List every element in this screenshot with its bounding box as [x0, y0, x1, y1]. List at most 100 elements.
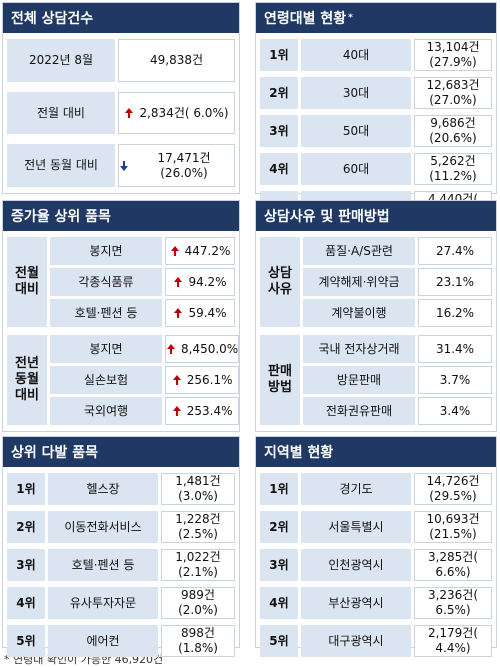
table-row: 3위 호텔·펜션 등 1,022건(2.1%)	[7, 549, 235, 581]
panel-body: 1위 경기도 14,726건(29.5%) 2위 서울특별시 10,693건(21.5%)…	[256, 467, 496, 663]
label-cell: 전화권유판매	[303, 397, 415, 425]
value-cell: 989건(2.0%)	[161, 587, 235, 619]
label-cell: 전월 대비	[7, 91, 115, 135]
table-row: 3위 인천광역시 3,285건( 6.6%)	[260, 549, 492, 581]
table-row: 전월 대비 2,834건( 6.0%)	[7, 91, 235, 135]
label: 전년 동월 대비	[24, 158, 98, 173]
table-row: 호텔·펜션 등 59.4%	[50, 299, 235, 327]
table-row: 방문판매 3.7%	[303, 366, 492, 394]
value-cell: 17,471건(26.0%)	[118, 144, 235, 188]
label-cell: 1위	[7, 473, 45, 505]
label: 1위	[269, 481, 289, 496]
group-rows: 봉지면 447.2% 각종식품류 94.2% 호텔·펜션 등 59.4%	[50, 237, 235, 327]
value-cell: 253.4%	[165, 397, 240, 425]
value-cell: 3.4%	[418, 397, 492, 425]
table-row: 2위 이동전화서비스 1,228건(2.5%)	[7, 511, 235, 543]
label: 2위	[269, 519, 289, 534]
label: 60대	[342, 161, 370, 176]
value: 898건(1.8%)	[178, 626, 218, 655]
value: 253.4%	[186, 403, 233, 418]
group-label: 판매 방법	[260, 335, 300, 425]
table-row: 국내 전자상거래 31.4%	[303, 335, 492, 363]
label: 50대	[342, 123, 370, 138]
group: 상담 사유 품질·A/S관련 27.4% 계약해제·위약금 23.1% 계약불이행 16.2…	[260, 237, 492, 327]
panel-body: 1위 헬스장 1,481건(3.0%) 2위 이동전화서비스 1,228건(2.5%) 3위…	[3, 467, 239, 663]
value-cell: 14,726건(29.5%)	[414, 473, 492, 505]
value-cell: 3,285건( 6.6%)	[414, 549, 492, 581]
panel-title: 상담사유 및 판매방법	[264, 209, 390, 225]
table-row: 계약불이행 16.2%	[303, 299, 492, 327]
value: 16.2%	[435, 305, 475, 320]
panel-header: 상담사유 및 판매방법	[256, 201, 496, 231]
label-cell: 서울특별시	[301, 511, 411, 543]
table-row: 2022년 8월 49,838건	[7, 39, 235, 82]
label: 호텔·펜션 등	[74, 305, 138, 320]
label-cell: 헬스장	[48, 473, 158, 505]
value-cell: 59.4%	[165, 299, 235, 327]
value: 1,481건(3.0%)	[175, 474, 221, 503]
panel: 상위 다발 품목 1위 헬스장 1,481건(3.0%) 2위 이동전화서비스 1,228건…	[2, 436, 240, 657]
label: 봉지면	[89, 243, 123, 258]
value: 5,262건(11.2%)	[429, 154, 477, 183]
value-cell: 3.7%	[418, 366, 492, 394]
value-cell: 1,022건(2.1%)	[161, 549, 235, 581]
label: 각종식품류	[78, 274, 134, 289]
panel-header: 연령대별 현황 *	[256, 3, 496, 33]
table-row: 1위 40대 13,104건(27.9%)	[260, 39, 492, 71]
arrow-up	[125, 108, 134, 118]
table-row: 전년 동월 대비 17,471건(26.0%)	[7, 144, 235, 188]
label: 2022년 8월	[28, 52, 94, 67]
table-row: 각종식품류 94.2%	[50, 268, 235, 296]
value-cell: 1,228건(2.5%)	[161, 511, 235, 543]
value: 9,686건(20.6%)	[429, 116, 477, 145]
panel-body: 2022년 8월 49,838건 전월 대비 2,834건( 6.0%) 전년 동월 대…	[3, 33, 239, 193]
table-row: 봉지면 447.2%	[50, 237, 235, 265]
label: 봉지면	[89, 341, 123, 356]
value: 13,104건(27.9%)	[426, 40, 480, 69]
value-cell: 13,104건(27.9%)	[414, 39, 492, 71]
label: 부산광역시	[328, 595, 384, 610]
value: 3.7%	[439, 372, 471, 387]
label-cell: 1위	[260, 39, 298, 71]
label-cell: 2022년 8월	[7, 39, 115, 82]
value: 1,228건(2.5%)	[175, 512, 221, 541]
arrow-up	[172, 406, 181, 416]
label: 대구광역시	[328, 633, 384, 648]
label-cell: 각종식품류	[50, 268, 162, 296]
panel-title: 상위 다발 품목	[11, 445, 99, 461]
value-cell: 10,693건(21.5%)	[414, 511, 492, 543]
value-cell: 49,838건	[118, 39, 235, 82]
label: 1위	[269, 47, 289, 62]
group-label: 전년 동월 대비	[7, 335, 47, 425]
panel-body: 전월 대비 봉지면 447.2% 각종식품류 94.2% 호텔·펜션 등 59.4% 전년 동…	[3, 231, 240, 431]
value-cell: 9,686건(20.6%)	[414, 115, 492, 147]
label-cell: 경기도	[301, 473, 411, 505]
label-cell: 부산광역시	[301, 587, 411, 619]
value-cell: 2,834건( 6.0%)	[118, 91, 235, 135]
label-cell: 2위	[260, 77, 298, 109]
label: 3위	[269, 557, 289, 572]
value-cell: 256.1%	[165, 366, 240, 394]
group-label: 상담 사유	[260, 237, 300, 327]
label-cell: 2위	[260, 511, 298, 543]
label: 헬스장	[86, 481, 120, 496]
value-cell: 3,236건( 6.5%)	[414, 587, 492, 619]
value: 3,285건( 6.6%)	[427, 550, 479, 579]
label-cell: 50대	[301, 115, 411, 147]
label-cell: 40대	[301, 39, 411, 71]
label: 2위	[16, 519, 36, 534]
value: 989건(2.0%)	[178, 588, 218, 617]
group-label: 전월 대비	[7, 237, 47, 327]
label-cell: 1위	[260, 473, 298, 505]
label: 3위	[16, 557, 36, 572]
table-row: 1위 헬스장 1,481건(3.0%)	[7, 473, 235, 505]
value-cell: 5,262건(11.2%)	[414, 153, 492, 185]
value-cell: 1,481건(3.0%)	[161, 473, 235, 505]
label-cell: 전년 동월 대비	[7, 144, 115, 188]
value-cell: 16.2%	[418, 299, 492, 327]
value-cell: 94.2%	[165, 268, 235, 296]
panel: 지역별 현황 1위 경기도 14,726건(29.5%) 2위 서울특별시 10,693건(…	[255, 436, 497, 657]
label-cell: 30대	[301, 77, 411, 109]
panel: 증가율 상위 품목 전월 대비 봉지면 447.2% 각종식품류 94.2% 호텔·펜션 등…	[2, 200, 240, 432]
label-cell: 국외여행	[50, 397, 162, 425]
